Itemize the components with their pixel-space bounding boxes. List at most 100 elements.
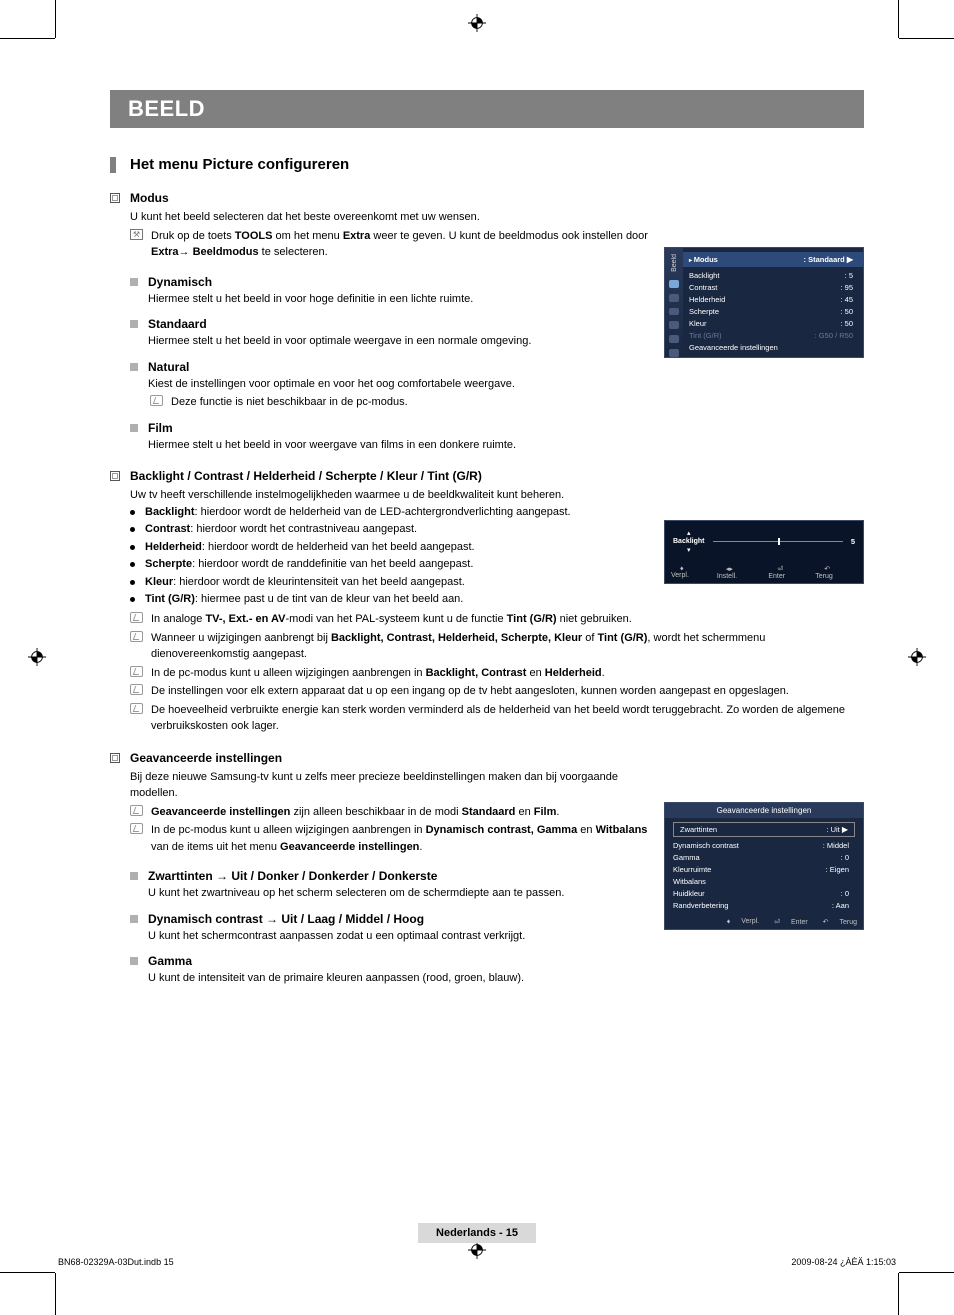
osd-tab-icon bbox=[669, 280, 679, 288]
osd-row: Gamma: 0 bbox=[673, 851, 855, 863]
sub-title: Zwarttinten → Uit / Donker / Donkerder /… bbox=[148, 869, 437, 883]
osd-tab-icon bbox=[669, 308, 679, 316]
page-number: Nederlands - 15 bbox=[418, 1223, 536, 1243]
bullet-icon bbox=[130, 580, 135, 585]
crop-mark bbox=[55, 0, 56, 38]
section-marker-icon bbox=[110, 753, 120, 763]
osd-row: Geavanceerde instellingen bbox=[689, 341, 859, 353]
osd-row-selected: Zwarttinten : Uit ▶ bbox=[673, 822, 855, 837]
bullet-item: Tint (G/R): hiermee past u de tint van d… bbox=[130, 591, 670, 609]
section-heading: Het menu Picture configureren bbox=[110, 156, 864, 173]
osd-row: Huidkleur: 0 bbox=[673, 887, 855, 899]
section-title: Modus bbox=[130, 191, 169, 205]
note-icon bbox=[130, 684, 143, 695]
bullet-item: Scherpte: hierdoor wordt de randdefiniti… bbox=[130, 556, 670, 574]
heading-bar-icon bbox=[110, 157, 116, 173]
page-footer: Nederlands - 15 bbox=[0, 1223, 954, 1243]
sub-marker-icon bbox=[130, 363, 138, 371]
note-text: In analoge TV-, Ext.- en AV-modi van het… bbox=[151, 611, 632, 628]
arrow-down-icon: ▾ bbox=[687, 546, 691, 554]
note-text: Deze functie is niet beschikbaar in de p… bbox=[171, 394, 408, 411]
sub-marker-icon bbox=[130, 957, 138, 965]
section-marker-icon bbox=[110, 193, 120, 203]
bullet-icon bbox=[130, 545, 135, 550]
sub-body: U kunt de intensiteit van de primaire kl… bbox=[148, 970, 884, 987]
footer-hint: ↶ Terug bbox=[814, 918, 857, 926]
osd-row: Helderheid: 45 bbox=[689, 293, 859, 305]
note-text: De instellingen voor elk extern apparaat… bbox=[151, 683, 789, 700]
sub-marker-icon bbox=[130, 915, 138, 923]
bullet-icon bbox=[130, 597, 135, 602]
note-text: De hoeveelheid verbruikte energie kan st… bbox=[151, 702, 864, 735]
osd-picture-menu: Beeld ▸ Modus : Standaard ▶ Backlight: 5… bbox=[664, 247, 864, 358]
note-text: In de pc-modus kunt u alleen wijzigingen… bbox=[151, 665, 605, 682]
note-icon bbox=[130, 666, 143, 677]
bullet-text: Helderheid: hierdoor wordt de helderheid… bbox=[145, 539, 475, 557]
osd-row: Kleur: 50 bbox=[689, 317, 859, 329]
section-modus: Modus U kunt het beeld selecteren dat he… bbox=[110, 191, 650, 261]
bullet-text: Tint (G/R): hiermee past u de tint van d… bbox=[145, 591, 463, 609]
bullet-item: Helderheid: hierdoor wordt de helderheid… bbox=[130, 539, 670, 557]
sub-marker-icon bbox=[130, 872, 138, 880]
section-title: Geavanceerde instellingen bbox=[130, 751, 282, 765]
bullet-text: Scherpte: hierdoor wordt de randdefiniti… bbox=[145, 556, 473, 574]
bullet-item: Contrast: hierdoor wordt het contrastniv… bbox=[130, 521, 670, 539]
osd-row: Dynamisch contrast: Middel bbox=[673, 839, 855, 851]
section-intro: U kunt het beeld selecteren dat het best… bbox=[130, 209, 650, 226]
subsection-film: Film Hiermee stelt u het beeld in voor w… bbox=[130, 421, 670, 454]
sub-marker-icon bbox=[130, 278, 138, 286]
bullet-icon bbox=[130, 562, 135, 567]
footer-hint: ↶ Terug bbox=[815, 565, 857, 580]
osd-slider: ▴ Backlight ▾ 5 ♦ Verpl. ◂▸ Instell. ⏎ E… bbox=[664, 520, 864, 584]
subsection-dynamisch: Dynamisch Hiermee stelt u het beeld in v… bbox=[130, 275, 670, 308]
osd-footer: ♦ Verpl. ⏎ Enter ↶ Terug bbox=[665, 915, 863, 929]
footer-hint: ⏎ Enter bbox=[768, 565, 809, 580]
doc-timestamp: 2009-08-24 ¿ÀÈÄ 1:15:03 bbox=[791, 1257, 896, 1267]
subsection-standaard: Standaard Hiermee stelt u het beeld in v… bbox=[130, 317, 670, 350]
note-text: Geavanceerde instellingen zijn alleen be… bbox=[151, 804, 559, 821]
sub-title: Film bbox=[148, 421, 173, 435]
footer-hint: ⏎ Enter bbox=[765, 918, 808, 926]
bullet-item: Kleur: hierdoor wordt de kleurintensitei… bbox=[130, 574, 670, 592]
footer-hint: ◂▸ Instell. bbox=[717, 565, 762, 580]
registration-mark-icon bbox=[28, 648, 46, 666]
tools-icon: ⚒ bbox=[130, 229, 143, 240]
note-icon bbox=[130, 823, 143, 834]
footer-hint: ♦ Verpl. bbox=[671, 565, 711, 580]
tools-text: Druk op de toets TOOLS om het menu Extra… bbox=[151, 228, 650, 261]
registration-mark-icon bbox=[908, 648, 926, 666]
osd-row-selected: ▸ Modus : Standaard ▶ bbox=[683, 252, 863, 267]
section-advanced: Geavanceerde instellingen Bij deze nieuw… bbox=[110, 751, 650, 856]
slider-value: 5 bbox=[851, 537, 855, 546]
section-intro: Bij deze nieuwe Samsung-tv kunt u zelfs … bbox=[130, 769, 650, 802]
crop-mark bbox=[899, 38, 954, 39]
footer-hint: ♦ Verpl. bbox=[718, 918, 759, 926]
section-banner: BEELD bbox=[110, 90, 864, 128]
sub-title: Natural bbox=[148, 360, 189, 374]
sub-body: Hiermee stelt u het beeld in voor weerga… bbox=[148, 437, 670, 454]
sub-body: U kunt het schermcontrast aanpassen zoda… bbox=[148, 928, 884, 945]
bullet-text: Backlight: hierdoor wordt de helderheid … bbox=[145, 504, 571, 522]
note-icon bbox=[150, 395, 163, 406]
slider-thumb bbox=[778, 538, 780, 545]
subsection-natural: Natural Kiest de instellingen voor optim… bbox=[130, 360, 670, 411]
heading-text: Het menu Picture configureren bbox=[130, 156, 349, 173]
bullet-item: Backlight: hierdoor wordt de helderheid … bbox=[130, 504, 670, 522]
slider-track bbox=[713, 541, 843, 542]
section-title: Backlight / Contrast / Helderheid / Sche… bbox=[130, 469, 482, 483]
section-backlight: Backlight / Contrast / Helderheid / Sche… bbox=[110, 469, 864, 735]
osd-tab-icon bbox=[669, 294, 679, 302]
osd-row: Backlight: 5 bbox=[689, 269, 859, 281]
bullet-icon bbox=[130, 510, 135, 515]
sub-body: Hiermee stelt u het beeld in voor optima… bbox=[148, 333, 670, 350]
osd-row: Scherpte: 50 bbox=[689, 305, 859, 317]
osd-title: Geavanceerde instellingen bbox=[665, 803, 863, 818]
osd-tab-bar: Beeld bbox=[665, 248, 683, 357]
osd-tab-label: Beeld bbox=[671, 252, 678, 274]
bullet-text: Contrast: hierdoor wordt het contrastniv… bbox=[145, 521, 417, 539]
sub-title: Gamma bbox=[148, 954, 192, 968]
subsection-gamma: Gamma U kunt de intensiteit van de prima… bbox=[130, 954, 884, 987]
note-text: In de pc-modus kunt u alleen wijzigingen… bbox=[151, 822, 650, 855]
section-marker-icon bbox=[110, 471, 120, 481]
note-icon bbox=[130, 612, 143, 623]
